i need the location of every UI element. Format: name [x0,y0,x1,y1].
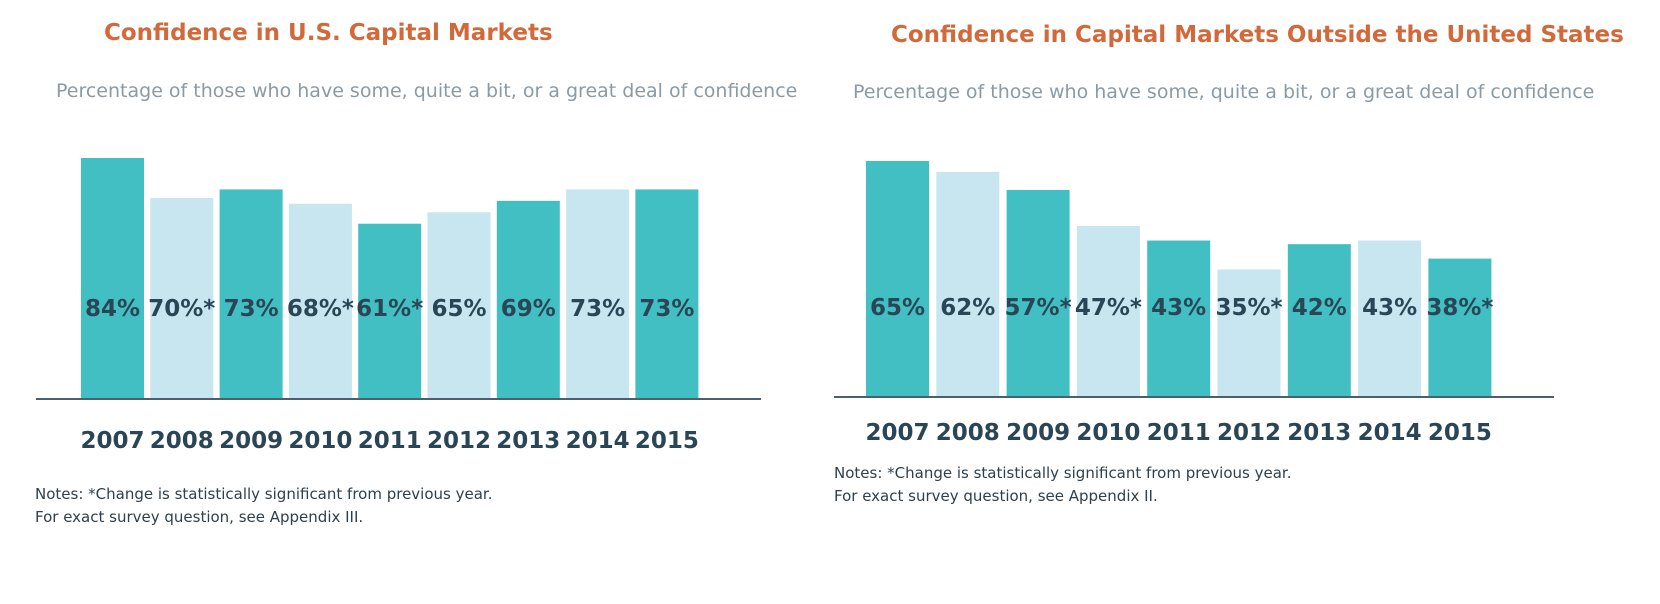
x-tick-2013: 2013 [1287,420,1351,446]
x-tick-2012: 2012 [427,428,491,454]
data-label-2014: 73% [570,296,625,322]
bar-2013 [496,200,560,398]
x-tick-2008: 2008 [150,428,214,454]
bar-2010 [1076,226,1140,396]
bar-2014 [566,189,630,398]
bar-plot: 65% 2007 62% 2008 57%* 2009 47%* 2010 43% 2011 35%… [834,161,1554,446]
bar-2014 [1358,240,1422,396]
x-tick-2007: 2007 [80,428,144,454]
data-label-2009: 73% [224,296,279,322]
note-line: For exact survey question, see Appendix … [834,487,1158,505]
x-tick-2015: 2015 [1428,420,1492,446]
bar-2008 [936,171,1000,396]
bar-2009 [219,189,283,398]
bar-2011 [1147,240,1211,396]
chart-subtitle: Percentage of those who have some, quite… [56,80,798,102]
data-label-2007: 65% [870,295,925,321]
bar-2007 [81,158,144,398]
data-label-2015: 73% [639,296,694,322]
bar-2015 [635,189,699,398]
bar-2012 [427,212,491,398]
bar-2011 [358,223,422,398]
data-label-2008: 70%* [148,296,215,322]
data-label-2014: 43% [1362,295,1417,321]
note-line: Notes: *Change is statistically signific… [834,464,1292,482]
data-label-2009: 57%* [1005,295,1072,321]
data-label-2015: 38%* [1426,295,1493,321]
x-tick-2009: 2009 [1006,420,1070,446]
data-label-2007: 84% [85,296,140,322]
bar-plot: 84% 2007 70%* 2008 73% 2009 68%* 2010 61%* 2011 65… [36,158,761,454]
x-tick-2013: 2013 [496,428,560,454]
x-tick-2008: 2008 [936,420,1000,446]
bar-2007 [866,161,929,396]
chart-outside-us-capital-markets: Confidence in Capital Markets Outside th… [830,0,1660,604]
x-tick-2010: 2010 [1076,420,1140,446]
x-tick-2015: 2015 [635,428,699,454]
data-label-2010: 47%* [1075,295,1142,321]
note-line: For exact survey question, see Appendix … [35,508,364,526]
bar-2012 [1217,269,1281,396]
chart-us-capital-markets: Confidence in U.S. Capital Markets Perce… [35,20,798,529]
data-label-2011: 43% [1151,295,1206,321]
x-tick-2009: 2009 [219,428,283,454]
x-tick-2014: 2014 [1358,420,1422,446]
bar-2009 [1006,189,1070,396]
chart-subtitle: Percentage of those who have some, quite… [853,81,1595,103]
note-line: Notes: *Change is statistically signific… [35,485,493,503]
bar-2013 [1287,244,1351,396]
chart-notes: Notes: *Change is statistically signific… [35,483,492,529]
bar-2010 [288,203,352,398]
data-label-2013: 69% [501,296,556,322]
data-label-2011: 61%* [356,296,423,322]
data-label-2010: 68%* [287,296,354,322]
x-tick-2012: 2012 [1217,420,1281,446]
chart-title: Confidence in U.S. Capital Markets [104,20,553,46]
x-tick-2011: 2011 [358,428,422,454]
x-tick-2010: 2010 [288,428,352,454]
data-label-2013: 42% [1292,295,1347,321]
bar-2008 [150,198,214,398]
x-tick-2014: 2014 [566,428,630,454]
data-label-2012: 35%* [1215,295,1282,321]
x-tick-2007: 2007 [865,420,929,446]
data-label-2008: 62% [940,295,995,321]
chart-title: Confidence in Capital Markets Outside th… [891,22,1624,48]
x-tick-2011: 2011 [1147,420,1211,446]
chart-notes: Notes: *Change is statistically signific… [834,462,1291,508]
bar-2015 [1428,258,1492,396]
data-label-2012: 65% [431,296,486,322]
